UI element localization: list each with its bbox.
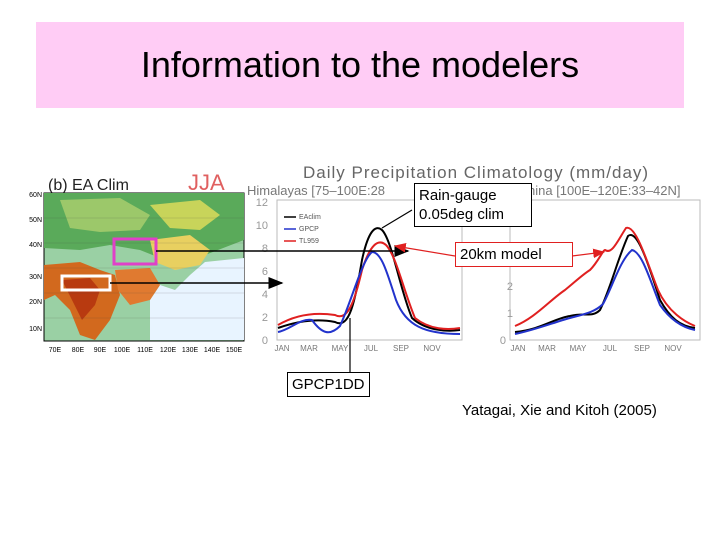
legend-eaclim: EAclim <box>299 214 321 221</box>
map-lat-label: 50N <box>29 217 42 224</box>
legend-tl959: TL959 <box>299 238 319 245</box>
map-label: (b) EA Clim <box>48 177 129 194</box>
panel-china: hina [100E–120E:33–42N] 0 1 2 JAN MAR MA… <box>500 183 701 353</box>
month-label: JAN <box>510 344 525 353</box>
panel2-gpcp-line <box>514 248 696 335</box>
model-pointer-right <box>571 248 606 259</box>
panel2-ytick: 0 <box>500 335 506 347</box>
panel2-ytick: 1 <box>507 308 513 320</box>
month-label: NOV <box>423 344 441 353</box>
map-lon-label: 100E <box>114 347 131 354</box>
slide-title: Information to the modelers <box>140 44 580 85</box>
map-lon-label: 150E <box>226 347 243 354</box>
panel1-ytick: 10 <box>256 220 268 232</box>
panel1-gpcp-line <box>277 250 461 335</box>
panel1-ytick: 6 <box>262 266 268 278</box>
month-label: MAR <box>538 344 556 353</box>
panel1-ytick: 4 <box>262 289 268 301</box>
model-pointer-left <box>393 243 456 257</box>
map-lon-label: 130E <box>182 347 199 354</box>
panel1-eaclim-line <box>277 227 461 332</box>
citation: Yatagai, Xie and Kitoh (2005) <box>462 402 657 419</box>
raingauge-line-1: Rain-gauge <box>419 187 497 204</box>
map-lon-label: 140E <box>204 347 221 354</box>
map-lon-label: 110E <box>137 347 153 354</box>
model-callout: 20km model <box>455 242 573 267</box>
month-label: MAY <box>570 344 587 353</box>
season-label: JJA <box>188 170 225 195</box>
map-lon-label: 80E <box>72 347 85 354</box>
map-lat-label: 60N <box>29 192 42 199</box>
panel2-eaclim-line <box>514 234 696 333</box>
map-lon-label: 70E <box>49 347 62 354</box>
gpcp-callout: GPCP1DD <box>287 372 370 397</box>
map-lon-label: 120E <box>160 347 177 354</box>
month-label: JUL <box>603 344 618 353</box>
month-label: SEP <box>634 344 650 353</box>
raingauge-line-2: 0.05deg clim <box>419 206 505 223</box>
panel1-title: Himalayas [75–100E:28 <box>247 183 385 198</box>
map-lon-label: 90E <box>94 347 107 354</box>
panel1-ytick: 0 <box>262 335 268 347</box>
month-label: SEP <box>393 344 409 353</box>
map-lat-label: 10N <box>29 326 42 333</box>
panel1-ytick: 12 <box>256 197 268 209</box>
map-lat-label: 20N <box>29 299 42 306</box>
map-lat-label: 30N <box>29 274 42 281</box>
panel1-ytick: 2 <box>262 312 268 324</box>
model-label: 20km model <box>460 246 542 263</box>
gpcp-label: GPCP1DD <box>292 376 365 393</box>
panel1-tl959-line <box>277 241 461 330</box>
month-label: JUL <box>364 344 379 353</box>
raingauge-callout: Rain-gauge 0.05deg clim <box>414 183 532 227</box>
month-label: NOV <box>664 344 682 353</box>
figure-header: Daily Precipitation Climatology (mm/day) <box>303 163 649 182</box>
raingauge-pointer <box>381 209 413 229</box>
panel-himalayas: Himalayas [75–100E:28 0 2 4 6 8 10 12 EA… <box>247 183 463 353</box>
month-label: JAN <box>274 344 289 353</box>
panel2-title: hina [100E–120E:33–42N] <box>528 183 681 198</box>
panel2-ytick: 2 <box>507 281 513 293</box>
precip-map: 60N 50N 40N 30N 20N 10N 70E 80E 90E 100E… <box>29 192 245 354</box>
map-lat-label: 40N <box>29 242 42 249</box>
month-label: MAY <box>332 344 349 353</box>
legend-gpcp: GPCP <box>299 226 319 233</box>
month-label: MAR <box>300 344 318 353</box>
panel1-ytick: 8 <box>262 243 268 255</box>
title-banner: Information to the modelers <box>36 22 684 108</box>
